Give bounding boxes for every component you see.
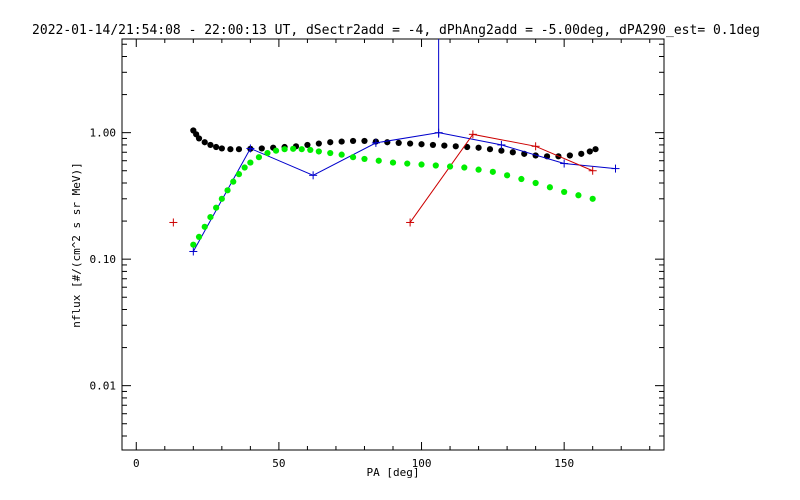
y-axis-label: nflux [#/(cm^2 s sr MeV)] [70, 162, 83, 328]
data-point [230, 178, 237, 185]
data-point [201, 139, 208, 146]
data-point [446, 163, 454, 170]
y-tick-label: 0.10 [90, 253, 117, 266]
data-point [504, 172, 511, 179]
data-point [578, 150, 585, 157]
data-point [486, 146, 494, 153]
data-point [509, 149, 516, 156]
data-point [498, 147, 505, 154]
data-point [349, 154, 357, 161]
chart-title: 2022-01-14/21:54:08 - 22:00:13 UT, dSect… [32, 23, 760, 38]
data-point [298, 146, 305, 153]
y-tick-label: 1.00 [90, 127, 117, 140]
data-point [475, 166, 482, 173]
data-point [338, 138, 345, 145]
x-axis-label: PA [deg] [367, 466, 420, 479]
data-point [432, 162, 439, 169]
data-point [575, 192, 582, 199]
x-tick-label: 100 [412, 457, 432, 470]
data-point [307, 146, 314, 154]
x-tick-label: 150 [554, 457, 574, 470]
data-point [429, 141, 437, 149]
data-point [418, 141, 425, 148]
data-point [235, 171, 243, 178]
data-point [361, 155, 368, 163]
data-point [404, 160, 411, 167]
data-point [452, 143, 459, 150]
data-point [218, 145, 225, 152]
series-line [192, 132, 616, 252]
data-point [361, 137, 368, 145]
data-point [532, 179, 539, 187]
data-point [489, 168, 496, 175]
data-point [546, 184, 553, 191]
data-point [224, 187, 231, 194]
data-point [272, 147, 280, 154]
x-tick-label: 0 [133, 457, 140, 470]
data-point [407, 140, 414, 147]
data-point [327, 149, 334, 157]
data-point [464, 143, 471, 151]
plot-frame [121, 38, 665, 451]
data-point [586, 148, 593, 155]
data-point [290, 145, 297, 152]
data-point [281, 146, 288, 153]
data-point [561, 188, 568, 196]
data-point [207, 214, 214, 221]
data-point [315, 140, 322, 147]
data-point [418, 161, 425, 168]
data-point [395, 139, 402, 146]
data-point [195, 233, 203, 240]
data-point [315, 148, 322, 155]
series-line [409, 133, 593, 223]
data-point [592, 146, 599, 153]
data-point [349, 137, 357, 145]
data-point [384, 139, 391, 146]
data-point [227, 146, 234, 153]
y-axis: 0.01 0.10 1.00 [90, 43, 664, 437]
data-point [235, 146, 243, 153]
x-axis: 0 50 100 150 [133, 39, 651, 470]
data-point [264, 149, 271, 157]
data-point [207, 141, 214, 149]
data-point [389, 159, 397, 166]
data-point [327, 139, 334, 146]
y-tick-label: 0.01 [90, 380, 117, 393]
x-tick-label: 50 [272, 457, 285, 470]
data-point [258, 145, 265, 152]
data-point [518, 175, 525, 183]
data-point [195, 135, 203, 142]
data-point [213, 143, 220, 151]
data-point [566, 152, 573, 159]
data-point [241, 164, 248, 171]
data-point [375, 157, 382, 164]
data-point [201, 223, 208, 230]
data-point [213, 204, 220, 211]
data-point [190, 241, 197, 248]
data-point [338, 151, 345, 158]
data-point [589, 195, 596, 202]
plot-area [169, 39, 620, 256]
data-point [304, 141, 311, 149]
data-point [441, 142, 448, 149]
data-point [255, 154, 263, 161]
data-point [475, 144, 482, 151]
data-point [247, 159, 254, 166]
data-point [461, 164, 468, 171]
data-point [218, 195, 225, 202]
